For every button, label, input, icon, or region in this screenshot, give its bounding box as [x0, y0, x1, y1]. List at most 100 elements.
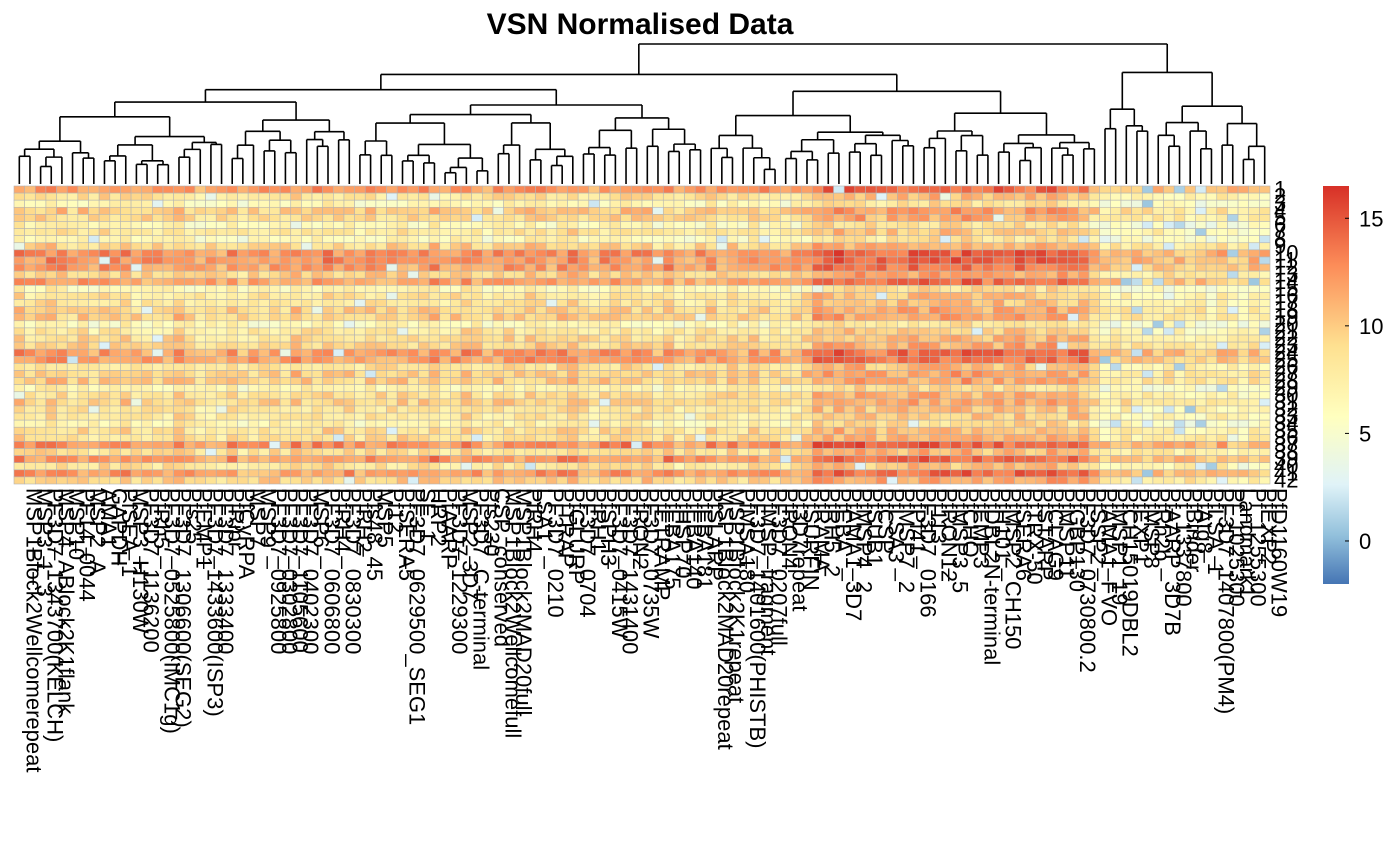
heatmap-cell [34, 341, 47, 350]
heatmap-cell [1259, 405, 1271, 414]
heatmap-cell [1141, 235, 1154, 244]
heatmap-cell [1078, 256, 1090, 265]
heatmap-cell [535, 277, 547, 286]
heatmap-cell [758, 299, 771, 307]
heatmap-cell [843, 455, 856, 464]
heatmap-cell [194, 199, 206, 208]
heatmap-cell [56, 434, 68, 442]
heatmap-cell [88, 270, 100, 279]
heatmap-cell [631, 292, 643, 300]
heatmap-cell [545, 313, 558, 322]
heatmap-cell [375, 327, 387, 336]
heatmap-cell [237, 206, 249, 215]
heatmap-cell [450, 277, 462, 286]
heatmap-cell [88, 327, 100, 336]
heatmap-cell [1014, 285, 1026, 293]
heatmap-cell [66, 348, 79, 357]
heatmap-cell [822, 412, 834, 421]
heatmap-cell [631, 341, 643, 350]
heatmap-cell [226, 214, 238, 222]
heatmap-cell [1259, 441, 1271, 449]
heatmap-cell [631, 206, 643, 215]
heatmap-cell [162, 391, 174, 400]
heatmap-cell [716, 214, 728, 222]
heatmap-cell [354, 405, 366, 414]
heatmap-cell [545, 242, 558, 251]
heatmap-cell [812, 235, 824, 244]
heatmap-cell [237, 363, 249, 371]
heatmap-cell [120, 206, 132, 215]
heatmap-cell [343, 391, 355, 400]
heatmap-cell [1099, 235, 1111, 244]
heatmap-cell [513, 426, 526, 435]
heatmap-cell [865, 299, 877, 307]
heatmap-cell [1067, 263, 1079, 272]
heatmap-cell [301, 221, 313, 229]
heatmap-cell [1248, 306, 1260, 315]
heatmap-cell [396, 405, 409, 414]
heatmap-cell [322, 405, 334, 414]
heatmap-cell [1120, 412, 1132, 421]
heatmap-cell [1152, 391, 1164, 400]
heatmap-cell [418, 199, 430, 208]
heatmap-cell [247, 434, 260, 442]
heatmap-cell [535, 391, 547, 400]
heatmap-cell [428, 192, 441, 201]
heatmap-cell [833, 185, 845, 194]
heatmap-cell [311, 192, 323, 201]
heatmap-cell [641, 455, 653, 464]
heatmap-cell [833, 405, 845, 414]
heatmap-cell [524, 235, 536, 244]
heatmap-cell [375, 228, 387, 236]
heatmap-cell [460, 221, 472, 229]
heatmap-cell [1195, 391, 1207, 400]
heatmap-cell [77, 327, 89, 336]
heatmap-cell [215, 306, 228, 315]
heatmap-cell [428, 292, 441, 300]
heatmap-cell [684, 228, 696, 236]
heatmap-cell [971, 313, 983, 322]
heatmap-cell [961, 377, 973, 385]
heatmap-cell [1024, 434, 1037, 442]
heatmap-cell [907, 355, 920, 364]
heatmap-cell [450, 334, 462, 343]
heatmap-cell [769, 441, 781, 449]
heatmap-cell [1152, 341, 1164, 350]
heatmap-cell [279, 363, 292, 371]
heatmap-cell [1078, 327, 1090, 336]
heatmap-cell [1195, 292, 1207, 300]
heatmap-cell [684, 355, 696, 364]
heatmap-cell [290, 434, 302, 442]
heatmap-cell [886, 434, 898, 442]
heatmap-cell [418, 320, 430, 329]
heatmap-cell [1067, 185, 1079, 194]
heatmap-cell [418, 192, 430, 201]
heatmap-cell [162, 263, 174, 272]
heatmap-cell [24, 256, 36, 265]
heatmap-cell [1056, 242, 1069, 251]
heatmap-cell [694, 405, 707, 414]
heatmap-cell [716, 448, 728, 456]
heatmap-cell [396, 299, 409, 307]
heatmap-cell [992, 348, 1005, 357]
heatmap-cell [152, 270, 164, 279]
heatmap-cell [1227, 327, 1239, 336]
heatmap-cell [1259, 448, 1271, 456]
heatmap-cell [1131, 441, 1143, 449]
heatmap-cell [758, 221, 771, 229]
heatmap-cell [77, 384, 89, 393]
heatmap-cell [577, 377, 590, 385]
heatmap-cell [1152, 419, 1164, 428]
heatmap-cell [460, 214, 472, 222]
heatmap-cell [184, 320, 196, 329]
heatmap-cell [460, 370, 472, 378]
heatmap-cell [215, 341, 228, 350]
heatmap-cell [652, 419, 664, 428]
heatmap-cell [120, 348, 132, 357]
heatmap-cell [1099, 185, 1111, 194]
heatmap-cell [1163, 334, 1175, 343]
heatmap-cell [897, 306, 909, 315]
heatmap-cell [588, 441, 600, 449]
heatmap-cell [450, 462, 462, 471]
heatmap-cell [822, 277, 834, 286]
